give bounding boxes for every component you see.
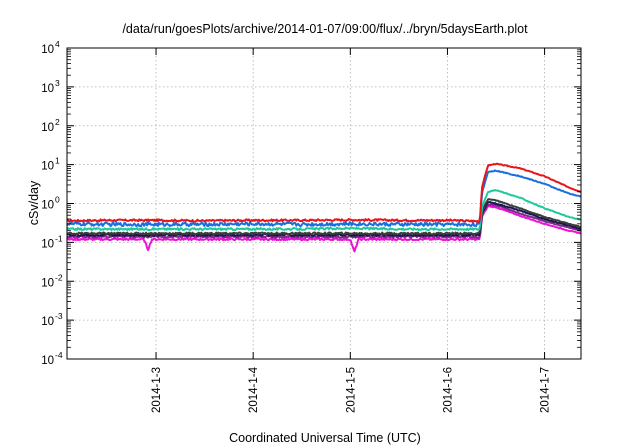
y-tick-label: 10 — [41, 355, 54, 367]
y-tick-label: 10 — [41, 316, 54, 328]
y-tick-exponent: 4 — [55, 39, 60, 49]
chart-title: /data/run/goesPlots/archive/2014-01-07/0… — [122, 22, 528, 36]
y-tick-label: 10 — [41, 83, 54, 95]
y-axis-label: cSv/day — [27, 180, 41, 225]
y-tick-exponent: 2 — [55, 117, 60, 127]
x-tick-label: 2014-1-4 — [248, 366, 260, 413]
y-tick-label: 10 — [41, 122, 54, 134]
series-line — [66, 198, 582, 236]
series-line — [66, 162, 582, 224]
y-tick-exponent: -3 — [55, 311, 63, 321]
y-tick-exponent: 1 — [55, 156, 60, 166]
x-axis-label: Coordinated Universal Time (UTC) — [229, 431, 421, 445]
y-tick-label: 10 — [41, 200, 54, 212]
x-tick-label: 2014-1-7 — [540, 367, 552, 413]
series-line — [66, 201, 582, 237]
x-tick-label: 2014-1-3 — [151, 367, 163, 413]
x-tick-label: 2014-1-6 — [442, 367, 454, 413]
x-tick-label: 2014-1-5 — [345, 367, 357, 413]
y-tick-exponent: -4 — [55, 350, 63, 360]
series-line — [66, 205, 582, 253]
series-line — [66, 169, 582, 228]
series-layer — [66, 162, 582, 253]
y-tick-label: 10 — [41, 238, 54, 250]
y-tick-exponent: 0 — [55, 195, 60, 205]
y-tick-label: 10 — [41, 44, 54, 56]
y-tick-exponent: -1 — [55, 233, 63, 243]
y-tick-exponent: 3 — [55, 78, 60, 88]
series-line — [66, 189, 582, 231]
y-tick-label: 10 — [41, 161, 54, 173]
x-axis-ticks: 2014-1-3 2014-1-4 2014-1-5 2014-1-6 2014-1-7 — [151, 48, 552, 413]
y-tick-exponent: -2 — [55, 272, 63, 282]
y-tick-label: 10 — [41, 277, 54, 289]
